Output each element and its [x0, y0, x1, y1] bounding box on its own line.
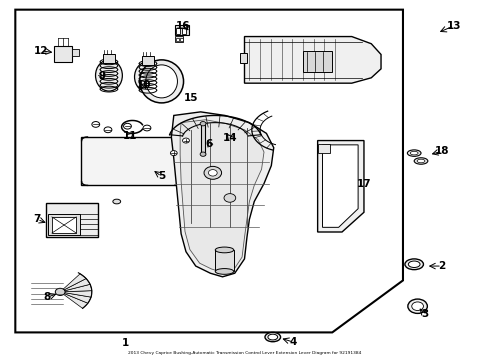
Ellipse shape	[409, 151, 417, 155]
Text: 7: 7	[34, 215, 41, 224]
Circle shape	[411, 302, 423, 311]
Text: 17: 17	[356, 179, 370, 189]
Text: 9: 9	[99, 71, 105, 81]
Circle shape	[203, 166, 221, 179]
Bar	[215, 250, 233, 271]
Text: 18: 18	[434, 146, 448, 156]
Polygon shape	[322, 145, 357, 227]
Text: 2: 2	[437, 261, 445, 271]
Polygon shape	[60, 292, 91, 303]
Bar	[175, 36, 183, 42]
Text: 1: 1	[121, 338, 128, 348]
Circle shape	[104, 127, 112, 133]
Text: 16: 16	[176, 21, 190, 31]
Ellipse shape	[95, 60, 122, 91]
Text: 2013 Chevy Caprice Bushing,Automatic Transmission Control Lever Extension Lever : 2013 Chevy Caprice Bushing,Automatic Tra…	[127, 351, 361, 355]
Text: 8: 8	[43, 292, 51, 302]
Bar	[176, 28, 180, 34]
Bar	[303, 51, 331, 72]
Polygon shape	[171, 112, 273, 277]
Polygon shape	[60, 292, 88, 309]
Polygon shape	[180, 120, 264, 273]
Ellipse shape	[267, 334, 277, 340]
Ellipse shape	[404, 259, 423, 270]
Polygon shape	[60, 274, 86, 292]
Ellipse shape	[407, 150, 420, 156]
Bar	[52, 217, 76, 233]
Ellipse shape	[407, 261, 419, 267]
Bar	[239, 53, 246, 63]
Circle shape	[224, 194, 235, 202]
Text: 6: 6	[205, 139, 213, 149]
Text: 12: 12	[34, 46, 48, 56]
Text: 13: 13	[446, 21, 461, 31]
Circle shape	[200, 152, 205, 156]
Polygon shape	[317, 140, 363, 232]
Ellipse shape	[264, 332, 280, 342]
Bar	[45, 203, 98, 237]
Ellipse shape	[416, 159, 424, 163]
Ellipse shape	[413, 158, 427, 164]
Polygon shape	[244, 37, 380, 83]
Ellipse shape	[113, 199, 121, 204]
Bar	[317, 144, 329, 153]
Text: 10: 10	[137, 80, 151, 90]
Circle shape	[200, 122, 205, 126]
Text: 4: 4	[289, 337, 296, 347]
Bar	[142, 55, 154, 64]
Polygon shape	[15, 10, 402, 332]
Bar	[54, 45, 72, 62]
Text: 14: 14	[222, 133, 237, 143]
Circle shape	[170, 150, 177, 156]
Circle shape	[407, 299, 427, 314]
Ellipse shape	[215, 247, 233, 253]
Bar	[176, 38, 178, 41]
Circle shape	[55, 288, 65, 296]
Ellipse shape	[140, 60, 183, 103]
Ellipse shape	[134, 62, 161, 92]
Text: 15: 15	[183, 93, 198, 103]
Text: 11: 11	[122, 131, 137, 141]
Circle shape	[182, 138, 189, 143]
Text: 3: 3	[421, 310, 427, 319]
Ellipse shape	[145, 65, 177, 98]
Bar	[81, 137, 193, 185]
Bar	[175, 25, 188, 36]
Bar	[48, 214, 80, 235]
Circle shape	[123, 123, 131, 129]
Bar	[200, 123, 205, 155]
Text: 5: 5	[158, 171, 165, 181]
Polygon shape	[60, 279, 90, 292]
Circle shape	[208, 170, 217, 176]
Polygon shape	[60, 284, 92, 292]
Polygon shape	[60, 291, 92, 297]
Bar	[72, 49, 79, 56]
Bar	[180, 38, 182, 41]
Ellipse shape	[215, 269, 233, 274]
Bar	[182, 28, 185, 34]
Bar	[103, 54, 115, 63]
Circle shape	[143, 125, 151, 131]
Circle shape	[92, 122, 100, 127]
